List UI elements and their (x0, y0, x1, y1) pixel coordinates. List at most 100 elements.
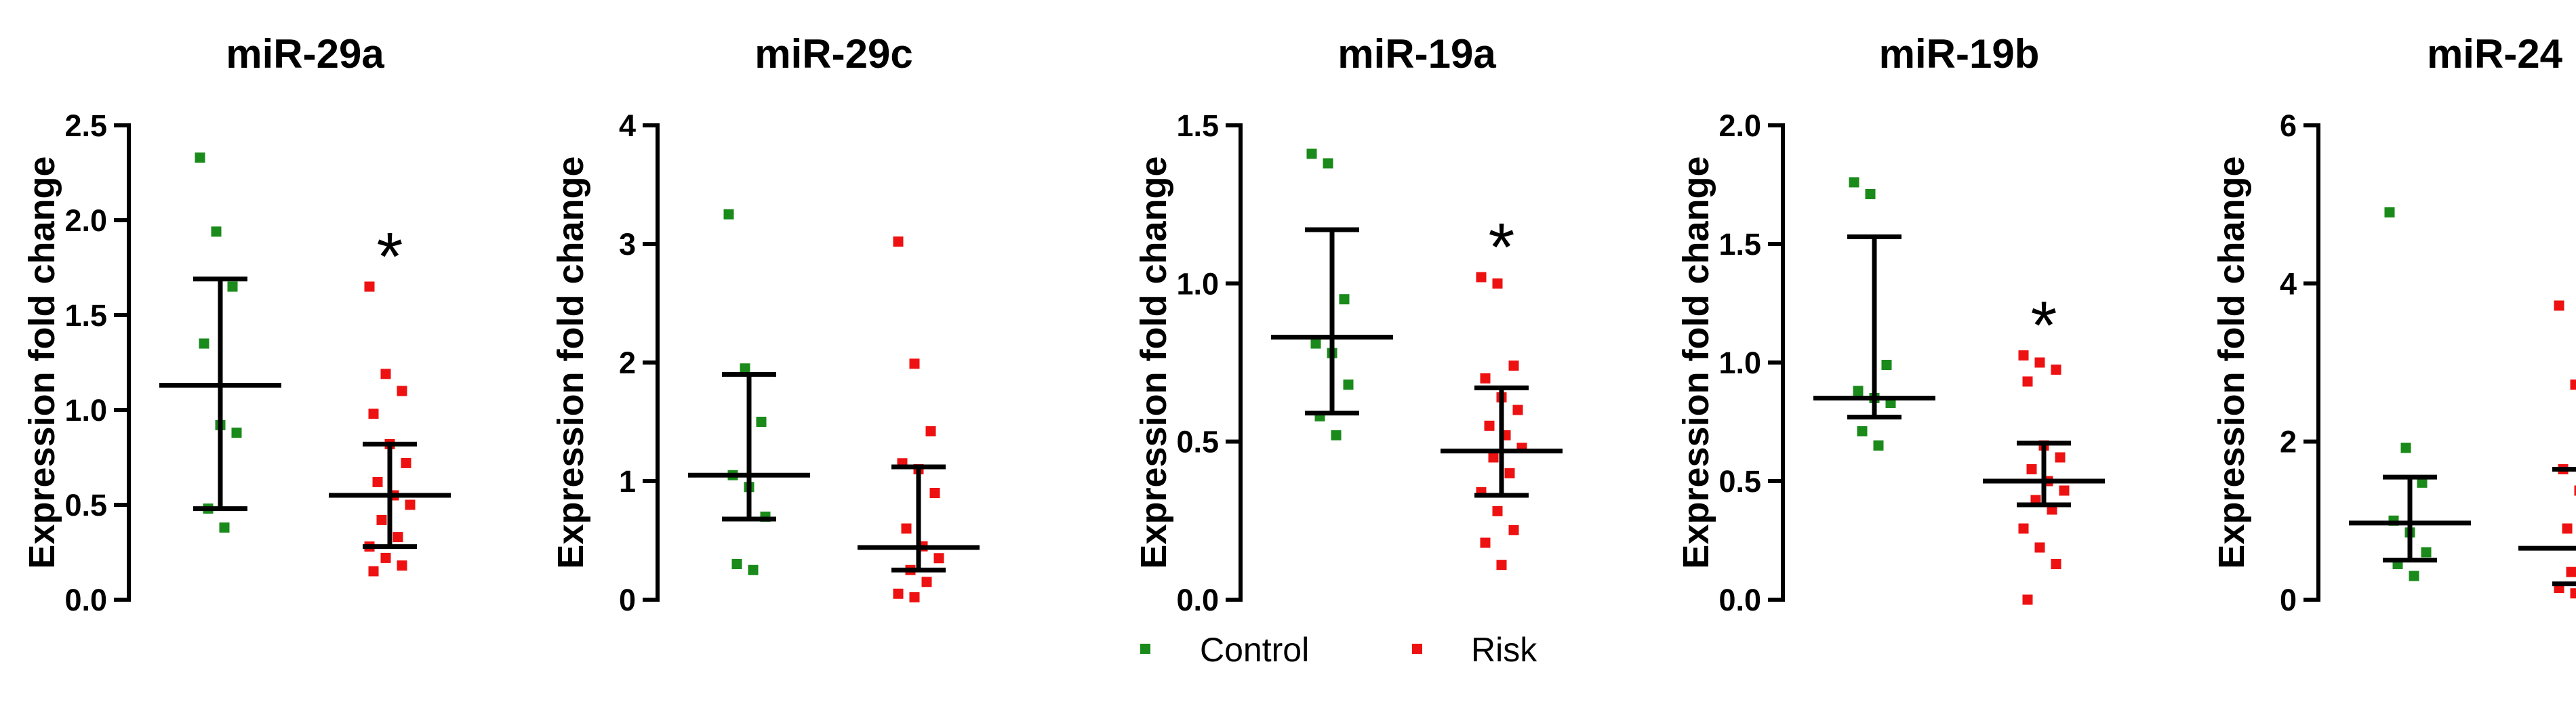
risk-data-point (397, 386, 407, 396)
control-data-point (740, 363, 750, 374)
y-tick-label: 2.5 (64, 108, 107, 143)
risk-data-point (1480, 373, 1491, 384)
risk-data-point (2051, 559, 2061, 569)
control-data-point (1857, 426, 1868, 436)
risk-data-point (2570, 379, 2576, 390)
y-tick-label: 1.0 (1176, 266, 1219, 301)
risk-data-point (1484, 420, 1495, 431)
y-tick-label: 1 (619, 464, 636, 499)
risk-data-point (1508, 524, 1519, 535)
risk-data-point (1476, 272, 1487, 283)
y-tick-label: 4 (619, 108, 636, 143)
y-tick-label: 2.0 (64, 203, 107, 238)
risk-data-point (368, 566, 379, 577)
risk-data-point (1492, 278, 1503, 289)
risk-data-point (1496, 560, 1507, 571)
control-data-point (731, 559, 742, 569)
y-tick-label: 0.0 (64, 583, 107, 617)
control-data-point (1339, 294, 1350, 305)
y-tick-label: 2 (2280, 425, 2297, 459)
chart-title: miR-29c (754, 31, 912, 77)
control-data-point (2409, 571, 2419, 581)
risk-data-point (933, 553, 944, 564)
y-axis-label: Expression fold change (1676, 156, 1716, 569)
y-tick-label: 2.0 (1718, 108, 1761, 143)
significance-marker: * (2031, 288, 2057, 364)
control-data-point (1849, 177, 1859, 188)
risk-data-point (1480, 537, 1491, 548)
y-tick-label: 2 (619, 346, 636, 380)
risk-data-point (364, 281, 375, 292)
y-tick-label: 1.5 (1718, 227, 1761, 262)
risk-data-point (909, 592, 920, 602)
y-axis-label: Expression fold change (550, 156, 591, 569)
risk-data-point (1512, 405, 1523, 415)
risk-data-point (921, 577, 932, 587)
chart-title: miR-24 (2427, 31, 2563, 77)
significance-marker: * (1489, 209, 1515, 285)
chart-panel: miR-24 Expression fold change 0 2 4 6 (2211, 31, 2576, 617)
risk-data-point (893, 588, 904, 599)
risk-data-point (376, 514, 387, 525)
risk-data-point (901, 523, 912, 534)
control-data-point (199, 338, 209, 349)
y-tick-label: 0.0 (1718, 583, 1761, 617)
control-data-point (1323, 158, 1333, 169)
y-tick-label: 0.5 (1176, 425, 1219, 459)
control-data-point (227, 281, 238, 292)
risk-data-point (1504, 468, 1515, 478)
control-data-point (2421, 547, 2432, 558)
control-data-point (748, 564, 759, 575)
risk-data-point (2574, 485, 2576, 496)
y-tick-label: 0.5 (64, 488, 107, 522)
chart-title: miR-19b (1879, 31, 2040, 77)
control-data-point (2384, 207, 2395, 218)
risk-data-point (2018, 523, 2029, 534)
risk-data-point (372, 476, 383, 487)
y-axis-label: Expression fold change (22, 156, 62, 569)
risk-data-point (2566, 566, 2576, 577)
control-data-point (211, 226, 222, 237)
y-tick-label: 0 (2280, 583, 2297, 617)
y-tick-label: 1.0 (1718, 346, 1761, 380)
control-data-point (1873, 440, 1884, 451)
control-data-point (1306, 148, 1317, 159)
risk-data-point (380, 552, 391, 563)
y-tick-label: 0.5 (1718, 464, 1761, 499)
control-data-point (1853, 386, 1864, 396)
legend-risk-label: Risk (1471, 631, 1537, 669)
risk-data-point (401, 457, 411, 468)
risk-data-point (909, 358, 920, 369)
y-tick-label: 1.0 (64, 393, 107, 428)
control-data-point (1343, 379, 1354, 390)
control-data-point (2417, 477, 2428, 488)
control-data-point (1881, 360, 1892, 370)
chart-panel: miR-29c Expression fold change 0 1 2 3 4 (550, 31, 980, 617)
legend: Control Risk (1140, 631, 1537, 669)
risk-data-point (2570, 588, 2576, 599)
control-data-point (195, 152, 205, 163)
significance-marker: * (377, 219, 403, 295)
control-data-point (1331, 430, 1342, 440)
risk-data-point (2034, 542, 2045, 553)
risk-data-point (2059, 485, 2070, 496)
legend-control-label: Control (1200, 631, 1309, 669)
control-data-point (219, 522, 230, 533)
risk-data-point (925, 426, 936, 436)
y-tick-label: 0.0 (1176, 583, 1219, 617)
risk-data-point (2034, 357, 2045, 368)
risk-data-point (2554, 300, 2564, 311)
y-axis-label: Expression fold change (1133, 156, 1174, 569)
risk-data-point (380, 369, 391, 379)
risk-data-point (393, 532, 403, 543)
y-axis-label: Expression fold change (2211, 156, 2252, 569)
risk-data-point (893, 236, 904, 247)
risk-data-point (2055, 452, 2066, 463)
risk-data-point (2026, 464, 2037, 474)
control-data-point (2400, 442, 2411, 453)
